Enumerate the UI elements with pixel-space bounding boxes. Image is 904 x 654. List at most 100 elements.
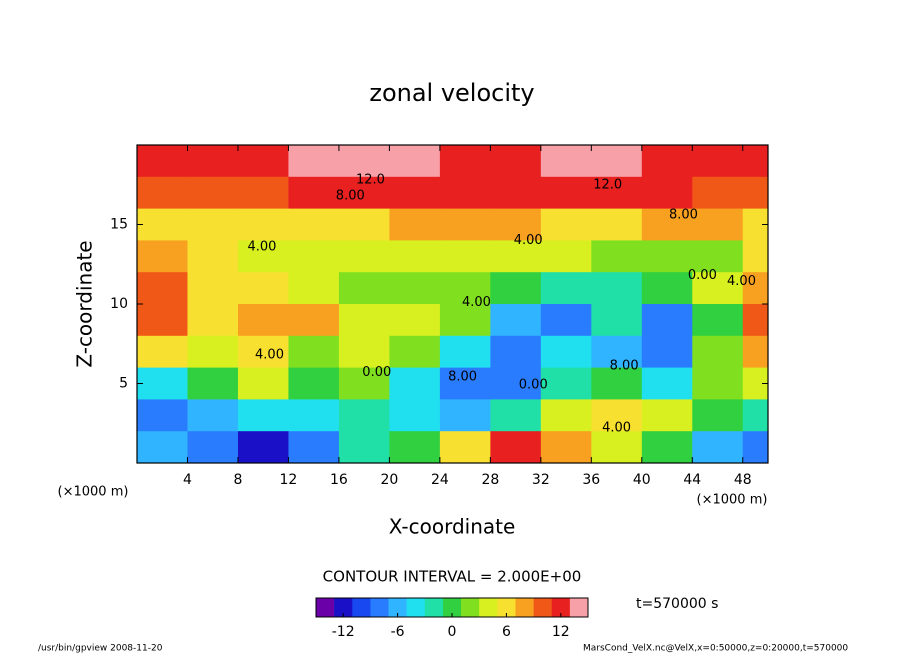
cell <box>439 176 491 210</box>
cell <box>187 431 239 463</box>
plot-area <box>137 145 768 463</box>
cell <box>692 240 744 273</box>
contour-label: 4.00 <box>514 233 543 248</box>
cell <box>187 208 239 241</box>
cell <box>692 304 744 337</box>
x-tick-label: 20 <box>380 472 398 488</box>
y-tick-label: 5 <box>119 376 128 392</box>
contour-label: 8.00 <box>669 207 698 222</box>
contour-label: 12.0 <box>593 177 622 192</box>
cell <box>591 335 643 369</box>
contour-label: 4.00 <box>247 239 276 254</box>
cell <box>641 145 693 178</box>
cell <box>591 431 643 463</box>
x-tick-label: 28 <box>481 472 499 488</box>
cell <box>439 145 491 178</box>
cell <box>692 431 744 463</box>
cell <box>288 240 340 273</box>
cell <box>540 240 592 273</box>
cell <box>591 272 643 305</box>
cell <box>641 399 693 432</box>
cell <box>187 367 239 400</box>
cell <box>490 145 542 178</box>
contour-label: 4.00 <box>462 295 491 310</box>
cell <box>641 304 693 337</box>
cell <box>591 367 643 400</box>
cell <box>187 145 239 178</box>
cell <box>389 304 441 337</box>
x-tick-label: 48 <box>734 472 752 488</box>
cell <box>137 240 188 273</box>
cell <box>288 335 340 369</box>
cell <box>591 176 643 210</box>
cell <box>237 304 289 337</box>
y-tick-label: 15 <box>110 217 128 233</box>
chart-title: zonal velocity <box>369 79 534 107</box>
colorbar-tick-label: 6 <box>502 624 511 640</box>
cell <box>439 272 491 305</box>
cell <box>389 399 441 432</box>
cell <box>237 208 289 241</box>
colorbar-swatch <box>406 598 426 617</box>
colorbar-swatch <box>533 598 553 617</box>
x-tick-label: 32 <box>532 472 550 488</box>
cell <box>490 208 542 241</box>
cell <box>288 145 340 178</box>
cell <box>439 367 491 400</box>
contour-label: 8.00 <box>448 370 477 385</box>
y-unit: (×1000 m) <box>58 485 129 500</box>
cell <box>338 335 390 369</box>
colorbar-swatch <box>334 598 353 617</box>
cell <box>692 399 744 432</box>
cell <box>187 335 239 369</box>
cell <box>540 335 592 369</box>
cell <box>389 272 441 305</box>
cell <box>540 208 592 241</box>
contour-label: 0.00 <box>519 378 548 393</box>
colorbar-tick-label: 12 <box>552 624 570 640</box>
cell <box>692 145 744 178</box>
colorbar-tick-label: 0 <box>448 624 457 640</box>
cell <box>591 304 643 337</box>
x-tick-label: 8 <box>233 472 242 488</box>
cell <box>338 431 390 463</box>
cell <box>288 176 340 210</box>
colorbar-swatch <box>569 598 589 617</box>
cell <box>692 208 744 241</box>
cell <box>490 367 542 400</box>
cell <box>742 399 768 432</box>
cell <box>692 367 744 400</box>
cell <box>692 335 744 369</box>
cell <box>187 399 239 432</box>
x-tick-label: 4 <box>183 472 192 488</box>
cell <box>338 240 390 273</box>
cell <box>237 431 289 463</box>
cell <box>288 208 340 241</box>
x-unit: (×1000 m) <box>697 493 768 508</box>
cell <box>288 399 340 432</box>
cell <box>641 367 693 400</box>
cell <box>540 176 592 210</box>
cell <box>187 304 239 337</box>
colorbar-swatch <box>479 598 498 617</box>
cell <box>237 240 289 273</box>
cell <box>742 176 768 210</box>
contour-label: 8.00 <box>610 359 639 374</box>
cell <box>338 145 390 178</box>
cell <box>338 272 390 305</box>
cell <box>540 431 592 463</box>
contour-label: 8.00 <box>336 188 365 203</box>
colorbar-swatch <box>316 598 335 617</box>
cell <box>490 176 542 210</box>
colorbar-swatch <box>461 598 480 617</box>
x-tick-label: 24 <box>431 472 449 488</box>
cell <box>641 272 693 305</box>
cell <box>641 176 693 210</box>
cell <box>591 208 643 241</box>
cell <box>439 208 491 241</box>
contour-label: 0.00 <box>688 268 717 283</box>
cell <box>137 335 188 369</box>
time-label: t=570000 s <box>636 596 718 612</box>
cell <box>591 240 643 273</box>
